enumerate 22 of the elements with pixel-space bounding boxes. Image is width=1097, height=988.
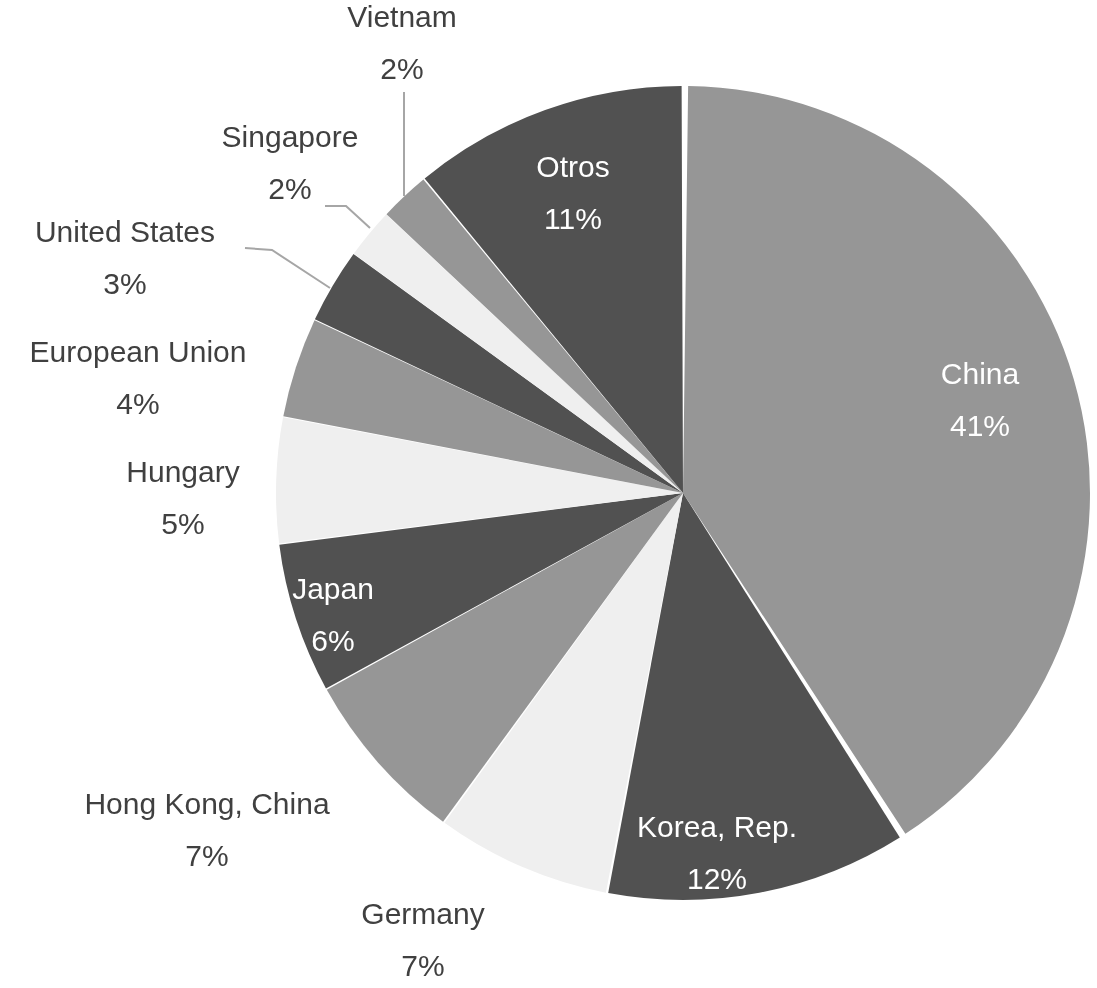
data-label: 7% [401,949,445,983]
data-label: 5% [161,507,205,541]
slice-label: Japan [292,572,374,606]
data-label: 2% [380,52,424,86]
data-label: 12% [686,862,748,896]
data-label: 7% [185,839,229,873]
data-label: 4% [116,387,160,421]
data-label: 3% [103,267,147,301]
data-label: 2% [268,172,312,206]
slice-label: Hungary [126,455,240,489]
slice-label: Otros [536,150,610,184]
data-label: 6% [311,624,355,658]
slice-label: Germany [361,897,485,931]
slice-label: Hong Kong, China [84,787,330,821]
slice-label: Vietnam [347,0,457,34]
slice-label: United States [34,215,216,249]
slice-label: China [940,357,1020,391]
data-label: 11% [544,202,602,236]
data-label: 41% [949,409,1011,443]
slice-label: Singapore [221,120,359,154]
slice-label: European Union [29,335,247,369]
slice-label: Korea, Rep. [636,810,798,844]
